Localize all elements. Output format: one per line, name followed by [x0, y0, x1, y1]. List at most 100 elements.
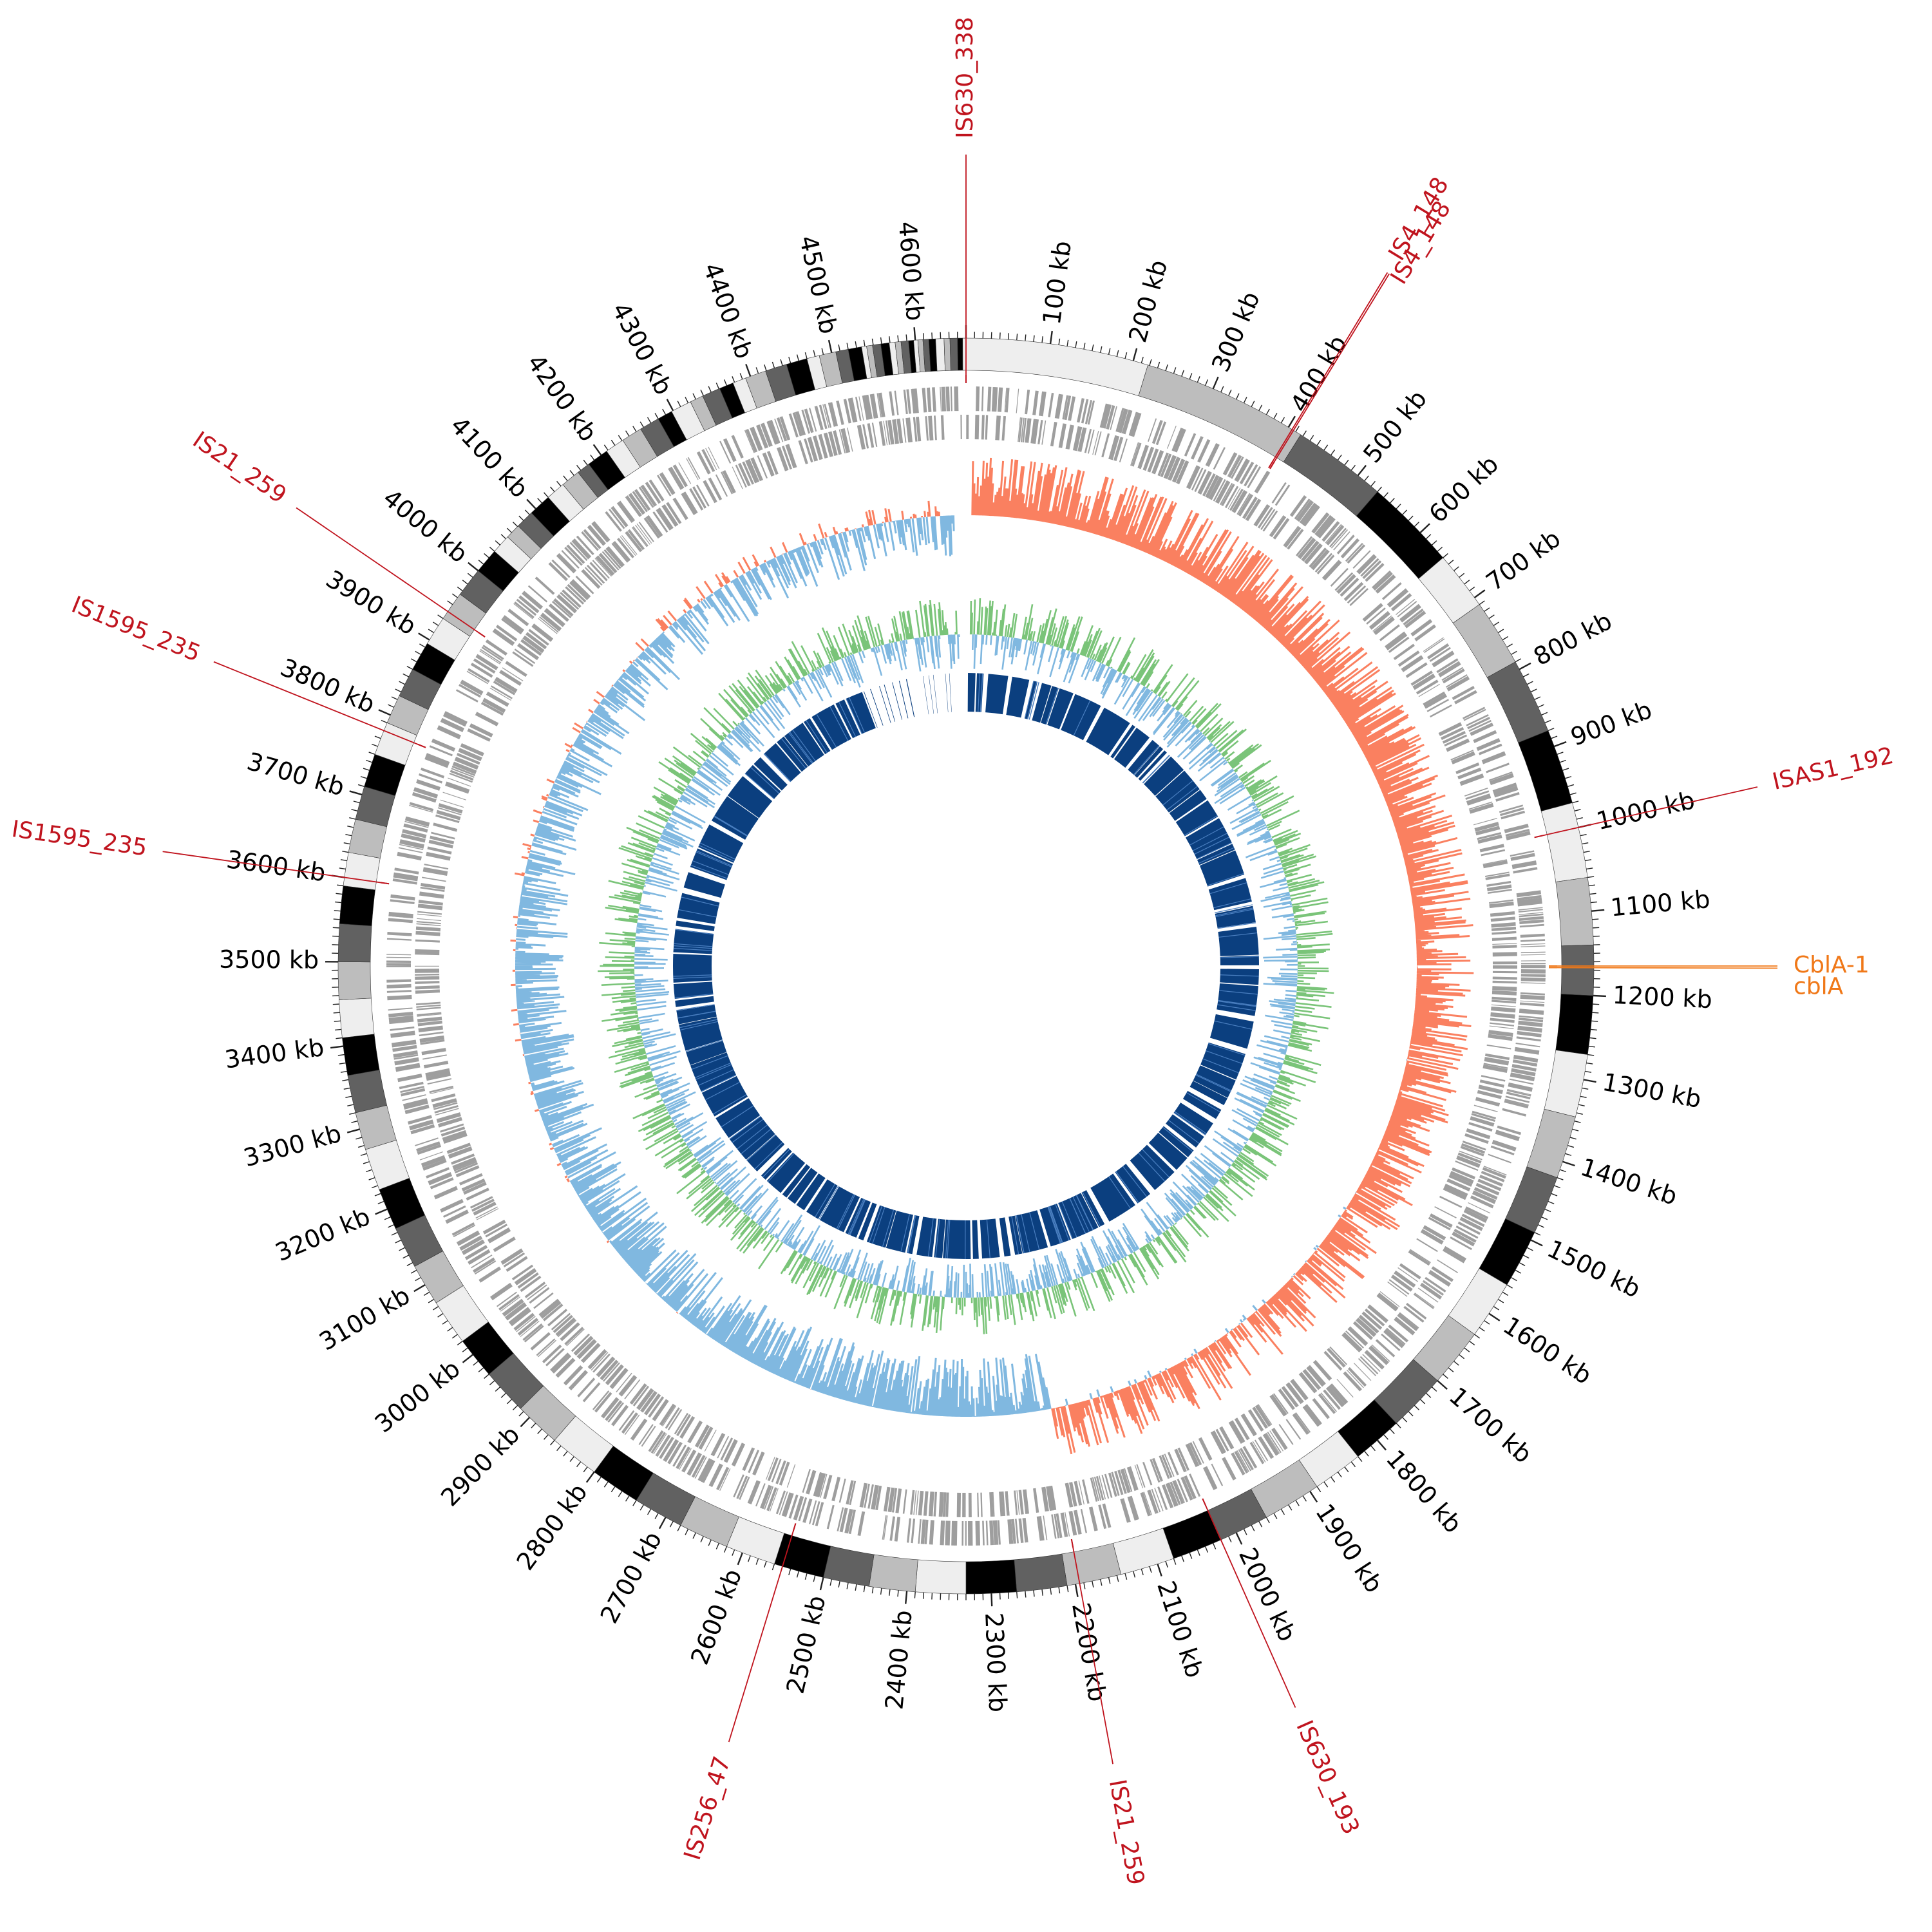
cds-feature [1452, 1231, 1475, 1247]
cds-feature [1490, 916, 1515, 922]
cds-feature [474, 1260, 497, 1275]
cds-feature [752, 1451, 765, 1476]
core-block-edge [1142, 755, 1170, 784]
core-block-edge [849, 1199, 866, 1235]
cds-feature [1484, 1053, 1510, 1061]
cds-feature [1073, 426, 1083, 451]
core-block-edge [1217, 1004, 1256, 1011]
cds-feature [1334, 572, 1354, 591]
core-block-edge [696, 851, 732, 867]
cds-feature [1483, 1166, 1507, 1176]
cds-feature [889, 391, 895, 416]
minor-tick [1580, 833, 1587, 837]
cds-feature [928, 1492, 933, 1517]
cds-feature [404, 1104, 430, 1115]
minor-tick [343, 842, 350, 845]
cds-feature [450, 770, 474, 781]
cds-feature [455, 1165, 480, 1178]
annotation-leader [728, 1523, 797, 1743]
cds-feature [742, 462, 753, 485]
cds-feature [605, 1400, 623, 1421]
cds-feature [1519, 1002, 1545, 1007]
minor-tick [583, 459, 588, 466]
minor-tick [549, 486, 555, 492]
core-block-edge [1217, 922, 1256, 929]
core-block-edge [681, 896, 719, 907]
cds-feature [1297, 537, 1316, 560]
minor-tick [506, 527, 512, 533]
core-block-edge [1122, 1166, 1147, 1197]
minor-tick [596, 1476, 601, 1482]
cds-feature [415, 1001, 441, 1005]
cds-feature [1095, 1475, 1104, 1501]
minor-tick [1370, 480, 1376, 487]
cds-feature [793, 1495, 804, 1520]
cds-feature [1436, 1259, 1459, 1273]
cds-feature [1459, 1150, 1482, 1160]
tick-label: 1900 kb [1310, 1499, 1388, 1598]
cds-feature [451, 1222, 475, 1236]
cds-feature [1077, 398, 1084, 423]
core-block-edge [754, 1142, 783, 1170]
cds-feature [857, 1511, 866, 1536]
annotation-label: cblA [1794, 973, 1844, 999]
core-block-edge [1045, 687, 1059, 725]
cds-feature [1254, 470, 1271, 494]
cds-feature [424, 757, 449, 768]
cds-feature [1373, 616, 1395, 636]
cds-feature [779, 1491, 788, 1515]
minor-tick [846, 343, 849, 350]
minor-tick [1323, 1481, 1329, 1488]
cds-feature [1143, 1492, 1152, 1515]
cds-feature [1474, 822, 1499, 832]
major-tick [1287, 415, 1296, 428]
cds-feature [1492, 996, 1517, 1001]
core-block-edge [1207, 873, 1244, 886]
cds-feature [417, 1012, 442, 1016]
cds-feature [838, 429, 846, 454]
minor-tick [428, 629, 435, 634]
core-block-edge [819, 1186, 839, 1220]
cds-feature [517, 1318, 539, 1336]
minor-tick [531, 1423, 536, 1428]
core-block [766, 1152, 806, 1193]
cds-feature [399, 839, 424, 849]
core-block [980, 1218, 1000, 1259]
minor-tick [1273, 413, 1278, 419]
cds-feature [404, 820, 429, 828]
cds-feature [828, 402, 838, 427]
cds-feature [1518, 1020, 1543, 1027]
cds-feature [1101, 1474, 1110, 1499]
core-block [1134, 746, 1164, 778]
cds-feature [1502, 1108, 1527, 1117]
core-block [1208, 878, 1252, 911]
cds-feature [563, 1365, 583, 1386]
cds-feature [404, 1102, 428, 1110]
contig-ring [337, 337, 1595, 1595]
cds-feature [703, 480, 717, 504]
cds-feature [527, 585, 548, 603]
cds-feature [720, 1437, 734, 1461]
core-block-edge [741, 1128, 772, 1155]
cds-feature [628, 493, 646, 515]
cds-feature [1399, 1263, 1421, 1280]
cds-feature [1484, 1057, 1509, 1066]
cds-feature [802, 1468, 811, 1493]
cds-feature [440, 1126, 466, 1137]
cds-feature [1231, 489, 1248, 513]
cds-feature [1056, 1513, 1063, 1539]
core-block [928, 675, 934, 714]
cds-feature [1098, 1504, 1107, 1530]
cds-feature [1520, 1000, 1545, 1003]
cds-feature [419, 773, 443, 784]
minor-tick [1165, 364, 1168, 371]
minor-tick [922, 333, 925, 340]
cds-feature [1022, 1518, 1028, 1543]
cds-feature [459, 683, 482, 698]
cds-feature [1492, 976, 1517, 980]
minor-tick [1497, 629, 1504, 634]
core-block-edge [1024, 681, 1034, 719]
cds-feature [1265, 1432, 1280, 1454]
minor-tick [1587, 876, 1595, 878]
minor-tick [549, 1440, 555, 1446]
